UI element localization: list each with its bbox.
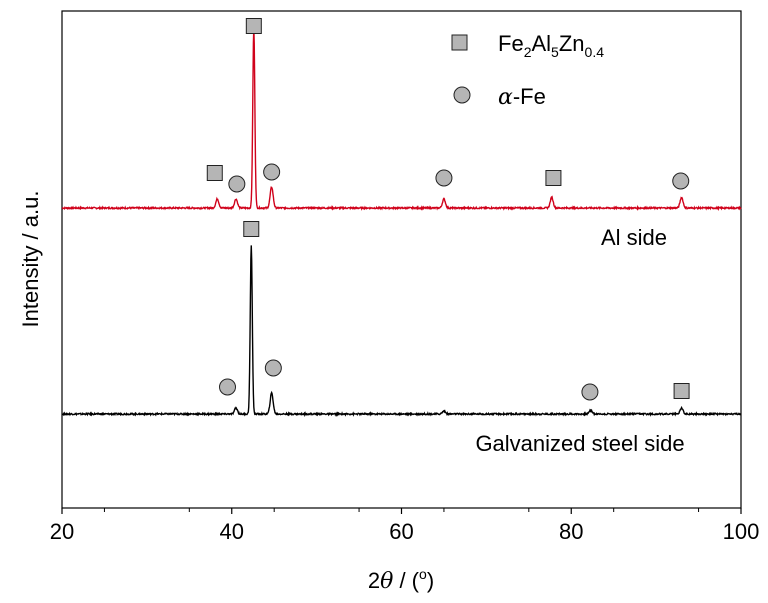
legend-square-label: Fe2Al5Zn0.4 [498,31,604,60]
circle-marker [264,359,282,377]
circle-marker [672,172,690,190]
circle-marker [435,169,453,187]
series-labels: Al side Galvanized steel side [475,225,684,456]
legend-square-marker [451,34,468,51]
legend: Fe2Al5Zn0.4 α-Fe [451,31,604,110]
square-marker [245,18,262,34]
series-line [61,27,742,212]
x-tick-label: 60 [389,519,413,544]
circle-marker [263,163,281,181]
square-marker [545,170,562,186]
series-line [61,245,742,418]
y-axis-label: Intensity / a.u. [18,191,43,328]
x-tick-label: 80 [559,519,583,544]
square-marker [243,221,260,237]
x-axis-label: 2θ / (o) [368,566,434,594]
circle-marker [581,383,599,401]
legend-circle-marker [453,86,471,104]
circle-marker [219,378,237,396]
x-tick-label: 100 [723,519,760,544]
legend-circle-label: α-Fe [498,84,546,110]
series-label: Al side [601,225,667,250]
series-lines [61,27,742,418]
square-marker [673,383,690,399]
x-tick-label: 40 [220,519,244,544]
x-axis-tick-labels: 20 40 60 80 100 [50,519,760,544]
peak-markers [206,18,690,401]
circle-marker [228,175,246,193]
series-label: Galvanized steel side [475,431,684,456]
square-marker [206,165,223,181]
x-axis-ticks [61,508,742,514]
x-tick-label: 20 [50,519,74,544]
